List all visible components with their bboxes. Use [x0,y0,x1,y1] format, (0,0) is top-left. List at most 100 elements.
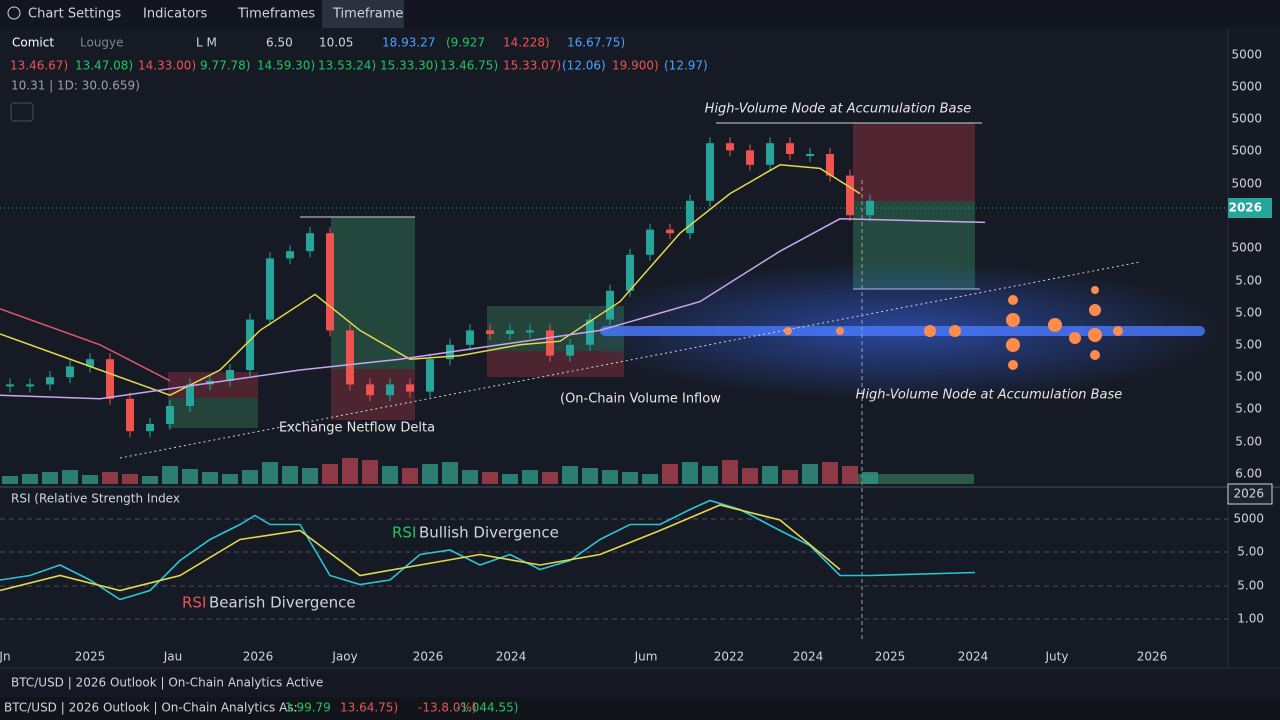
candle [406,384,414,392]
candle [346,330,354,385]
volume-bar [402,468,418,484]
candle [646,229,654,255]
footer-value: -1.044.55) [456,701,518,715]
candle [106,359,114,399]
volume-bar [742,468,758,484]
volume-bar [662,464,678,484]
candle [726,143,734,151]
price-axis-label: 5000 [1231,144,1262,158]
annotation: High-Volume Node at Accumulation Base [856,388,1123,403]
status-text: BTC/USD | 2026 Outlook | On-Chain Analyt… [11,676,323,690]
rsi-line [0,504,841,592]
status-bar [0,670,1280,696]
rsi-label: RSI [392,524,416,542]
time-axis-label: 2024 [793,650,824,664]
candle [426,359,434,392]
volume-bar [562,466,578,484]
time-axis-label: 2022 [714,650,745,664]
volume-bar [582,468,598,484]
candle [86,359,94,367]
volume-bar [382,466,398,484]
volume-bar [862,472,878,484]
candle [806,154,814,156]
volume-bar [842,466,858,484]
value-item: 15.33.07) [503,59,561,73]
candle [66,366,74,378]
volume-bar [142,476,158,484]
time-axis-label: Jau [163,650,183,664]
volume-bar [282,466,298,484]
candle [766,143,774,165]
candle [466,330,474,345]
legend-item: 6.50 [266,36,293,50]
price-axis-label: 5000 [1231,177,1262,191]
toolbar-tab[interactable]: Timeframes [237,7,315,22]
volume-nodes [784,286,1123,370]
time-axis-label: Jaoy [331,650,357,664]
rsi-axis-label: 5000 [1233,512,1264,526]
footer-value: 13.64.75) [340,701,398,715]
value-item: 14.33.00) [138,59,196,73]
annotation: (On-Chain Volume Inflow [560,392,721,407]
candle [146,424,154,432]
time-axis-label: 2024 [496,650,527,664]
rsi-axis-label: 5.00 [1237,545,1264,559]
volume-bar [2,476,18,484]
candle [366,384,374,396]
volume-bar [162,466,178,484]
candle [6,384,14,387]
volume-bar [202,472,218,484]
volume-bar [42,472,58,484]
candle [606,290,614,320]
zone [168,398,258,428]
zone [853,123,975,201]
price-axis-label: 5000 [1231,80,1262,94]
moving-average [0,218,986,400]
value-item: 13.46.75) [440,59,498,73]
active-tab[interactable] [322,0,404,28]
price-axis-label: 5.00 [1235,274,1262,288]
toolbar [0,0,1280,28]
value-item: 15.33.30) [380,59,438,73]
candle [226,370,234,381]
legend-item: Lougye [80,36,124,50]
time-axis-label: 2025 [875,650,906,664]
volume-bar [302,468,318,484]
value-item: 13.53.24) [318,59,376,73]
volume-bar [682,462,698,484]
candle [186,384,194,406]
candle [626,254,634,291]
candle [866,200,874,216]
volume-bar [602,470,618,484]
volume-bar [62,470,78,484]
price-badge [1228,198,1272,218]
legend-item: L M [196,36,217,50]
candle [386,384,394,396]
toolbar-tab[interactable]: Chart Settings [28,7,121,22]
legend-item: 16.67.75) [567,36,625,50]
rsi-axis-label: 1.00 [1237,612,1264,626]
annotation: Exchange Netflow Delta [279,421,435,436]
time-axis-label: Jn [0,650,11,664]
rsi-label: RSI [182,594,206,612]
toolbar-tab[interactable]: Indicators [143,7,207,22]
toolbar-tab[interactable]: Timeframe [332,7,403,22]
value-item: 19.900) [612,59,659,73]
time-axis-label: Juty [1045,650,1069,664]
time-axis-label: 2026 [413,650,444,664]
volume-bar [222,474,238,484]
candle [486,330,494,334]
legend-item: 14.228) [503,36,550,50]
rsi-badge [1227,483,1273,505]
annotation: Bearish Divergence [209,594,356,612]
footer [0,697,1280,720]
volume-bar [542,472,558,484]
volume-bar [362,460,378,484]
price-axis-label: 6.00 [1235,467,1262,481]
volume-bar [242,470,258,484]
price-axis-label: 5.00 [1235,435,1262,449]
footer-text: BTC/USD | 2026 Outlook | On-Chain Analyt… [4,701,298,715]
price-axis-panel [1228,28,1280,668]
collapse-button[interactable] [10,102,34,122]
